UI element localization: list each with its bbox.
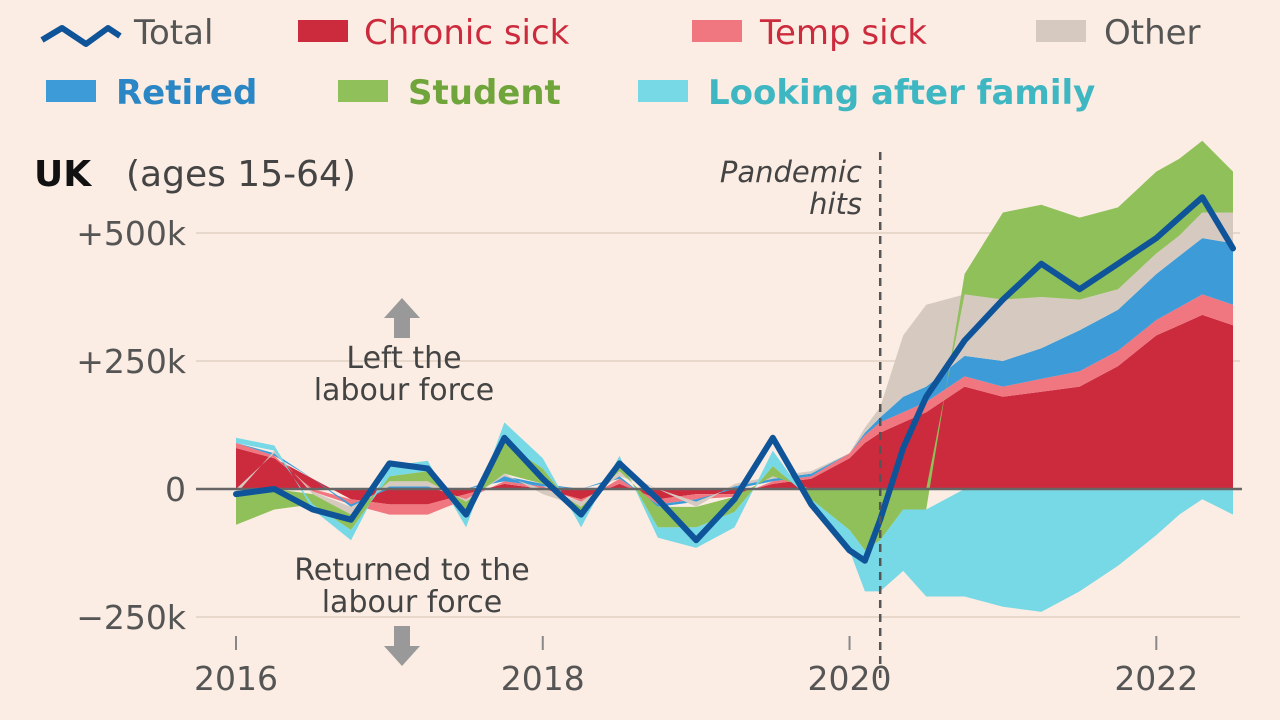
chart-title: UK <box>34 154 92 195</box>
student-area <box>236 140 1233 551</box>
family-legend-swatch <box>638 80 688 102</box>
legend-label-chronic: Chronic sick <box>364 13 570 53</box>
retired-legend-swatch <box>46 80 96 102</box>
legend-item-chronic: Chronic sick <box>298 13 570 53</box>
student-legend-swatch <box>338 80 388 102</box>
legend-label-student: Student <box>408 73 561 113</box>
pandemic-label-line-1: Pandemic <box>720 155 862 189</box>
retired-area <box>236 238 1233 507</box>
legend: Total Chronic sick Temp sick Other Retir… <box>40 13 1201 113</box>
y-tick-label: −250k <box>76 598 187 637</box>
legend-label-retired: Retired <box>116 73 257 113</box>
y-tick-label: +500k <box>76 214 187 253</box>
legend-item-student: Student <box>338 73 561 113</box>
other-legend-swatch <box>1036 20 1086 42</box>
left-label-line-2: labour force <box>314 373 495 408</box>
x-tick-label: 2022 <box>1114 659 1198 698</box>
legend-item-retired: Retired <box>46 73 257 113</box>
chronic-legend-swatch <box>298 20 348 42</box>
stacked-areas <box>236 140 1233 612</box>
total-line-layer <box>233 194 1236 564</box>
left-labour-force-annotation: Left the labour force <box>314 298 495 408</box>
returned-label-line-1: Returned to the <box>294 553 529 588</box>
returned-labour-force-annotation: Returned to the labour force <box>294 553 530 666</box>
returned-label-line-2: labour force <box>322 585 503 620</box>
legend-label-family: Looking after family <box>708 73 1095 113</box>
pandemic-annotation: Pandemic hits <box>720 152 882 680</box>
y-tick-label: +250k <box>76 342 187 381</box>
legend-item-temp: Temp sick <box>692 13 927 53</box>
legend-item-total: Total <box>40 13 213 53</box>
x-tick-label: 2020 <box>808 659 892 698</box>
legend-label-other: Other <box>1104 13 1201 53</box>
chart-subtitle: (ages 15-64) <box>126 154 356 195</box>
up-arrow-icon <box>384 298 420 338</box>
legend-label-temp: Temp sick <box>759 13 927 53</box>
pandemic-label-line-2: hits <box>809 187 862 221</box>
family-area <box>236 422 1233 612</box>
y-axis-ticks: +500k +250k 0 −250k <box>76 214 187 637</box>
legend-label-total: Total <box>133 13 213 53</box>
legend-item-family: Looking after family <box>638 73 1095 113</box>
x-tick-label: 2016 <box>194 659 278 698</box>
total-line <box>233 194 1236 564</box>
x-axis-ticks: 2016 2018 2020 2022 <box>194 659 1198 698</box>
left-label-line-1: Left the <box>346 341 461 376</box>
chronic-area <box>236 314 1233 505</box>
total-legend-swatch <box>40 25 122 47</box>
y-tick-label: 0 <box>165 470 186 509</box>
temp-legend-swatch <box>692 20 742 42</box>
down-arrow-icon <box>384 626 420 666</box>
x-tick-label: 2018 <box>501 659 585 698</box>
legend-item-other: Other <box>1036 13 1201 53</box>
